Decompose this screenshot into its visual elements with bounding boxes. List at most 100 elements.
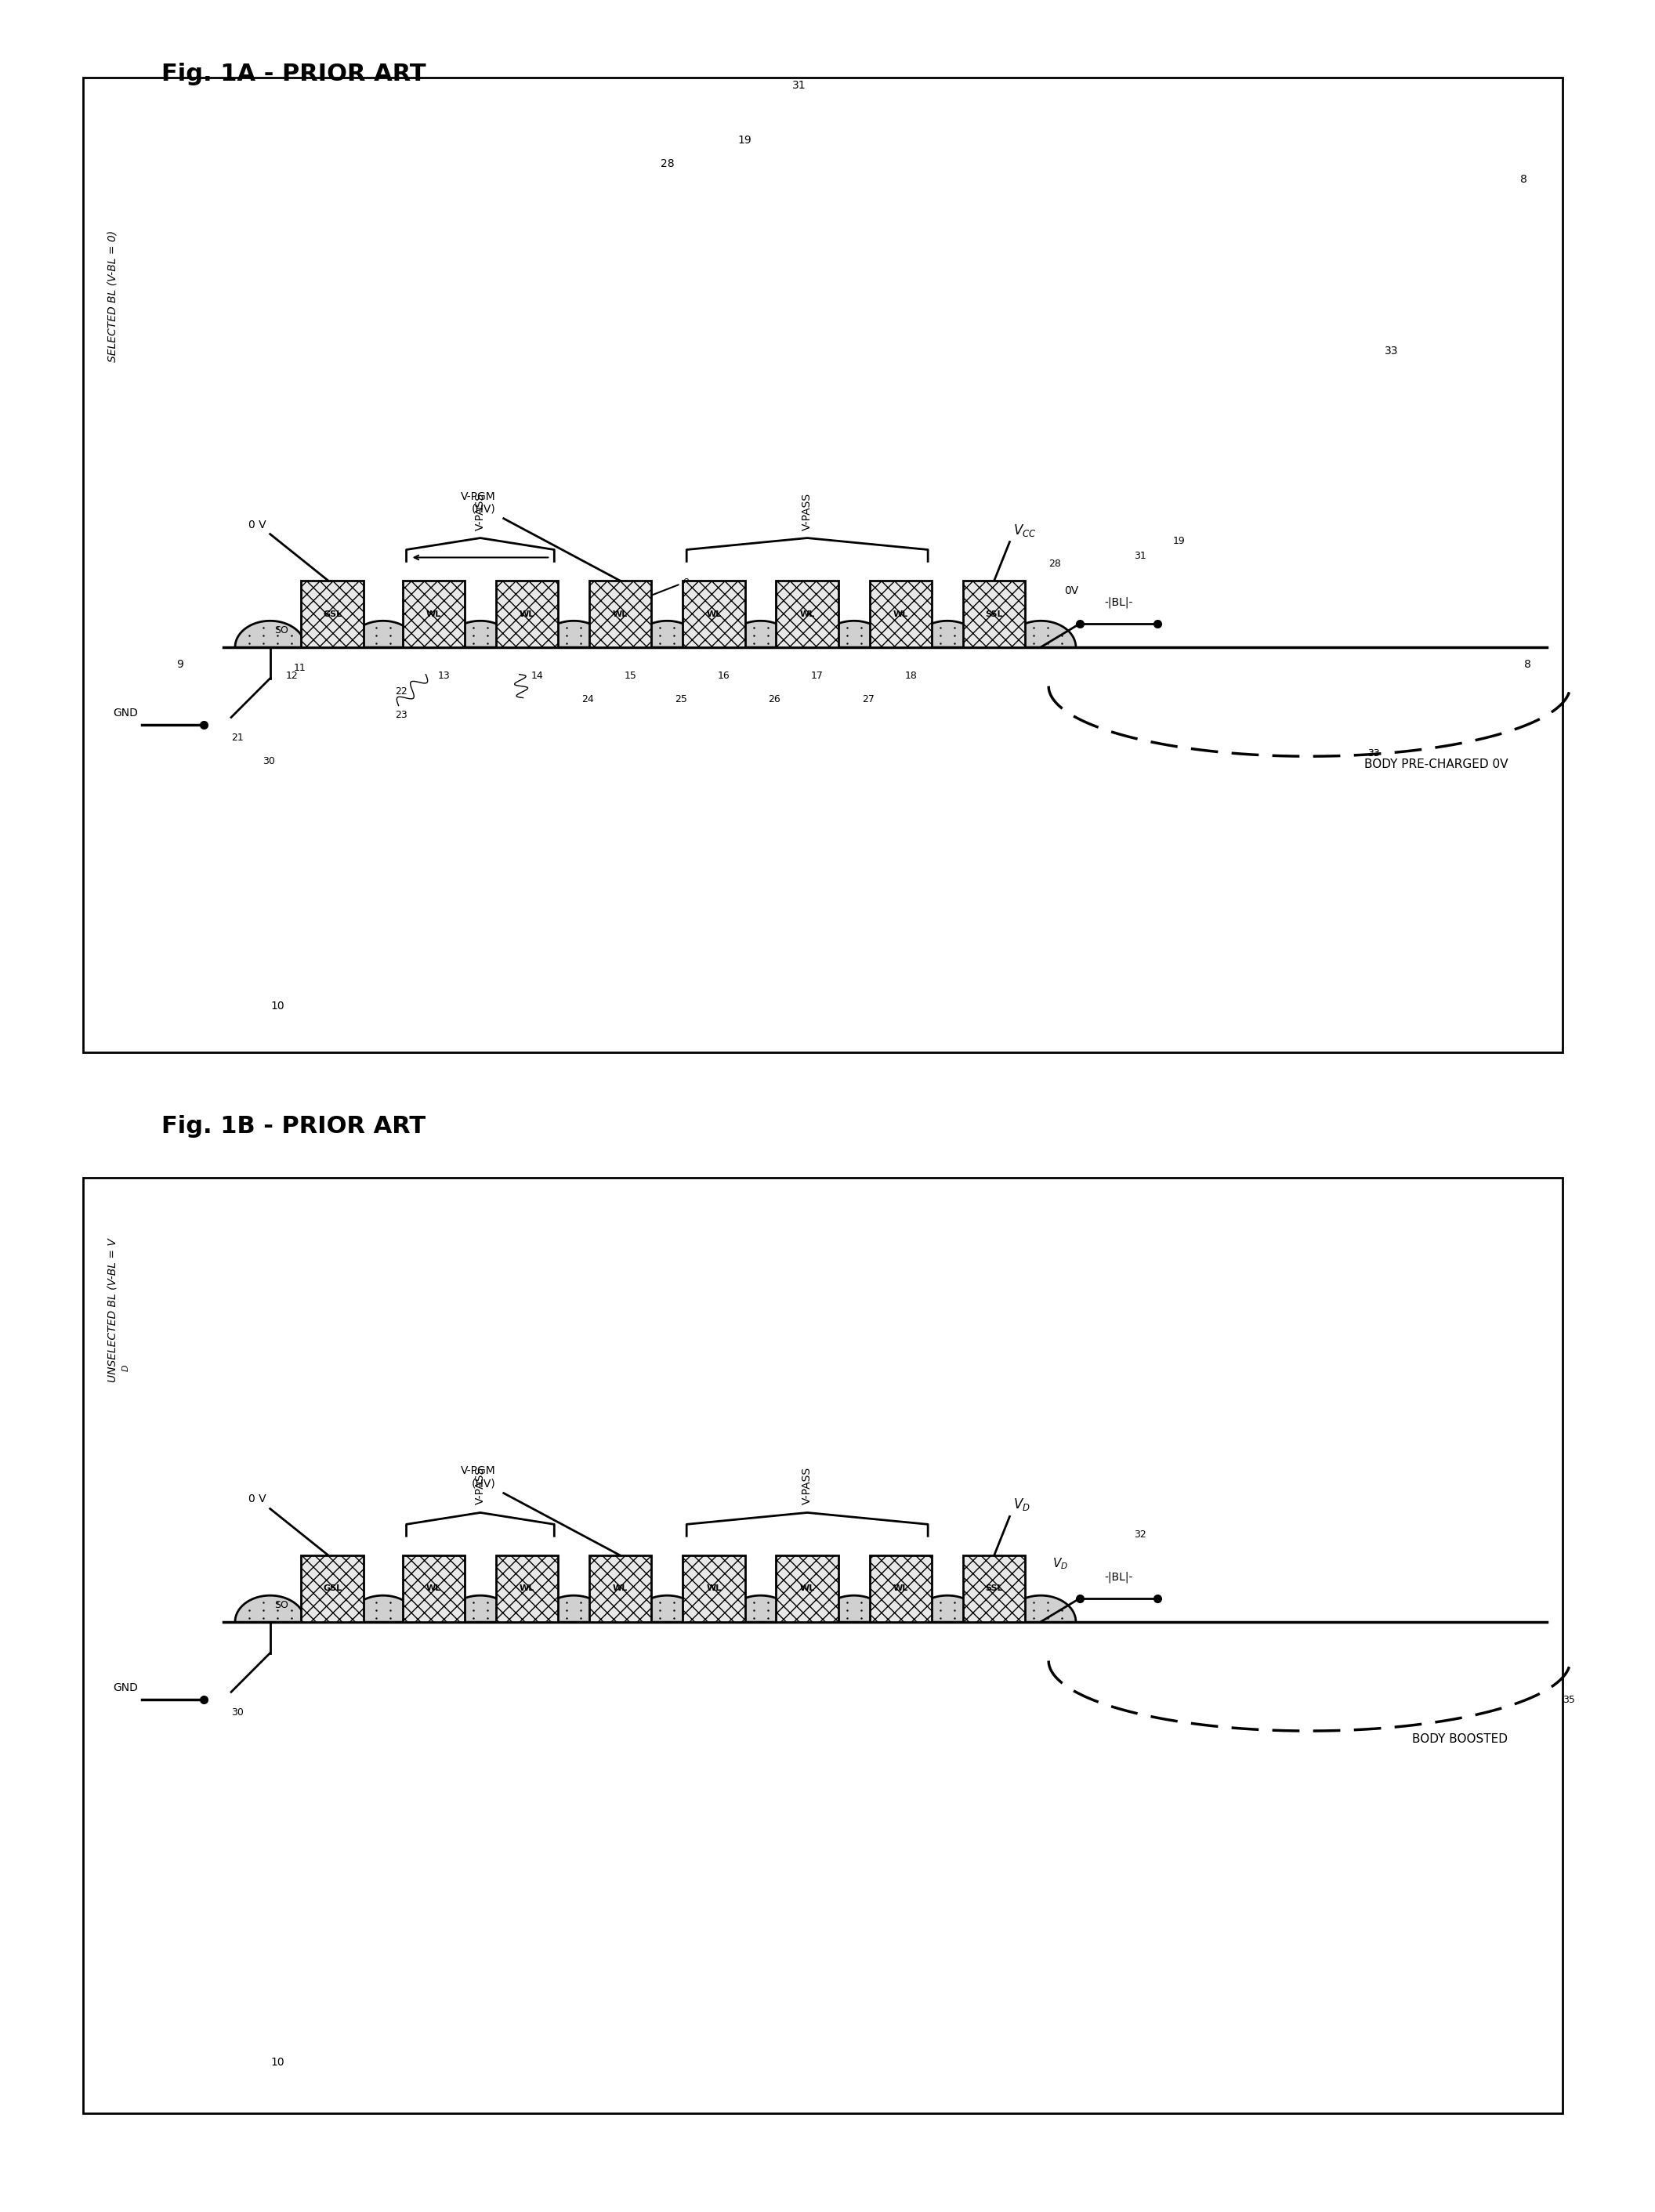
Bar <box>869 582 932 648</box>
Text: BODY BOOSTED: BODY BOOSTED <box>1412 1732 1508 1745</box>
Text: WL: WL <box>707 1584 722 1593</box>
Text: 8: 8 <box>1524 659 1531 670</box>
Text: 0 V: 0 V <box>248 1493 266 1504</box>
Text: 19: 19 <box>738 135 751 146</box>
Bar <box>301 1555 364 1621</box>
Bar <box>402 1555 465 1621</box>
Text: 15: 15 <box>624 670 637 681</box>
Polygon shape <box>348 622 419 648</box>
Text: 24: 24 <box>581 695 594 703</box>
Text: WL: WL <box>612 1584 627 1593</box>
Polygon shape <box>1006 1595 1076 1621</box>
Text: 30: 30 <box>263 757 275 768</box>
Text: 26: 26 <box>768 695 781 703</box>
Text: $V_{D}$: $V_{D}$ <box>1013 1498 1031 1513</box>
Text: 22: 22 <box>394 686 407 697</box>
Polygon shape <box>445 1595 515 1621</box>
Text: 25: 25 <box>675 695 687 703</box>
Text: SO: SO <box>275 1599 288 1610</box>
Text: Fig. 1B - PRIOR ART: Fig. 1B - PRIOR ART <box>161 1115 425 1137</box>
Text: $V_D$: $V_D$ <box>1053 1557 1067 1571</box>
Text: BODY PRE-CHARGED 0V: BODY PRE-CHARGED 0V <box>1364 759 1508 770</box>
Text: 32: 32 <box>1134 1531 1147 1540</box>
Text: V-PGM
(HV): V-PGM (HV) <box>460 491 496 515</box>
Bar <box>684 582 745 648</box>
Polygon shape <box>1006 622 1076 648</box>
Text: SO: SO <box>275 626 288 635</box>
Polygon shape <box>725 1595 796 1621</box>
Polygon shape <box>538 622 609 648</box>
Polygon shape <box>819 622 889 648</box>
Bar <box>589 582 652 648</box>
Text: 28: 28 <box>1049 560 1061 568</box>
Bar <box>83 77 1562 1053</box>
Text: 27: 27 <box>862 695 874 703</box>
Text: WL: WL <box>520 1584 535 1593</box>
Text: 14: 14 <box>531 670 543 681</box>
Bar <box>776 582 839 648</box>
Polygon shape <box>632 622 702 648</box>
Polygon shape <box>725 622 796 648</box>
Text: 21: 21 <box>232 732 243 743</box>
Text: SSL: SSL <box>985 611 1003 617</box>
Text: SSL: SSL <box>985 1584 1003 1593</box>
Text: V-PASS: V-PASS <box>475 493 487 531</box>
Text: WL: WL <box>425 611 442 617</box>
Text: V-PGM
(HV): V-PGM (HV) <box>460 1467 496 1489</box>
Text: V-PASS: V-PASS <box>801 1467 813 1504</box>
Text: WL: WL <box>799 1584 814 1593</box>
Text: GSL: GSL <box>323 611 343 617</box>
Text: 35: 35 <box>1562 1694 1576 1705</box>
Polygon shape <box>912 622 983 648</box>
Text: WL: WL <box>707 611 722 617</box>
Text: 16: 16 <box>718 670 730 681</box>
Text: 33: 33 <box>1367 748 1380 759</box>
Text: 10: 10 <box>271 1000 285 1011</box>
Text: 11: 11 <box>293 664 306 672</box>
Bar <box>869 1555 932 1621</box>
Text: GSL: GSL <box>323 1584 343 1593</box>
Text: D: D <box>122 1365 131 1371</box>
Text: e-: e- <box>624 575 692 606</box>
Bar <box>963 582 1024 648</box>
Polygon shape <box>348 1595 419 1621</box>
Text: 23: 23 <box>394 710 407 719</box>
Bar <box>776 1555 839 1621</box>
Text: WL: WL <box>520 611 535 617</box>
Text: 19: 19 <box>1173 535 1185 546</box>
Text: 9: 9 <box>177 659 184 670</box>
Text: SELECTED BL (V-BL = 0): SELECTED BL (V-BL = 0) <box>106 230 118 363</box>
Text: WL: WL <box>894 1584 909 1593</box>
Text: V-PASS: V-PASS <box>801 493 813 531</box>
Bar <box>589 1555 652 1621</box>
Text: WL: WL <box>425 1584 442 1593</box>
Text: UNSELECTED BL (V-BL = V: UNSELECTED BL (V-BL = V <box>106 1239 118 1382</box>
Bar <box>301 582 364 648</box>
Text: WL: WL <box>612 611 627 617</box>
Bar <box>402 582 465 648</box>
Polygon shape <box>538 1595 609 1621</box>
Text: WL: WL <box>894 611 909 617</box>
Polygon shape <box>445 622 515 648</box>
Bar <box>496 582 558 648</box>
Polygon shape <box>912 1595 983 1621</box>
Text: 28: 28 <box>660 159 674 168</box>
Text: 33: 33 <box>1384 345 1398 356</box>
Text: -|BL|-: -|BL|- <box>1104 1571 1134 1584</box>
Text: 30: 30 <box>232 1708 243 1719</box>
Text: V-PASS: V-PASS <box>475 1467 487 1504</box>
Text: $V_{CC}$: $V_{CC}$ <box>1013 522 1036 538</box>
Text: 10: 10 <box>271 2057 285 2068</box>
Text: 18: 18 <box>905 670 917 681</box>
Text: Fig. 1A - PRIOR ART: Fig. 1A - PRIOR ART <box>161 62 425 84</box>
Polygon shape <box>819 1595 889 1621</box>
Text: WL: WL <box>799 611 814 617</box>
Bar <box>684 1555 745 1621</box>
Text: 0 V: 0 V <box>248 520 266 531</box>
Text: GND: GND <box>113 708 137 719</box>
Text: 13: 13 <box>437 670 450 681</box>
Text: 17: 17 <box>811 670 824 681</box>
Text: -|BL|-: -|BL|- <box>1104 597 1134 608</box>
Polygon shape <box>235 1595 305 1621</box>
Polygon shape <box>235 622 305 648</box>
